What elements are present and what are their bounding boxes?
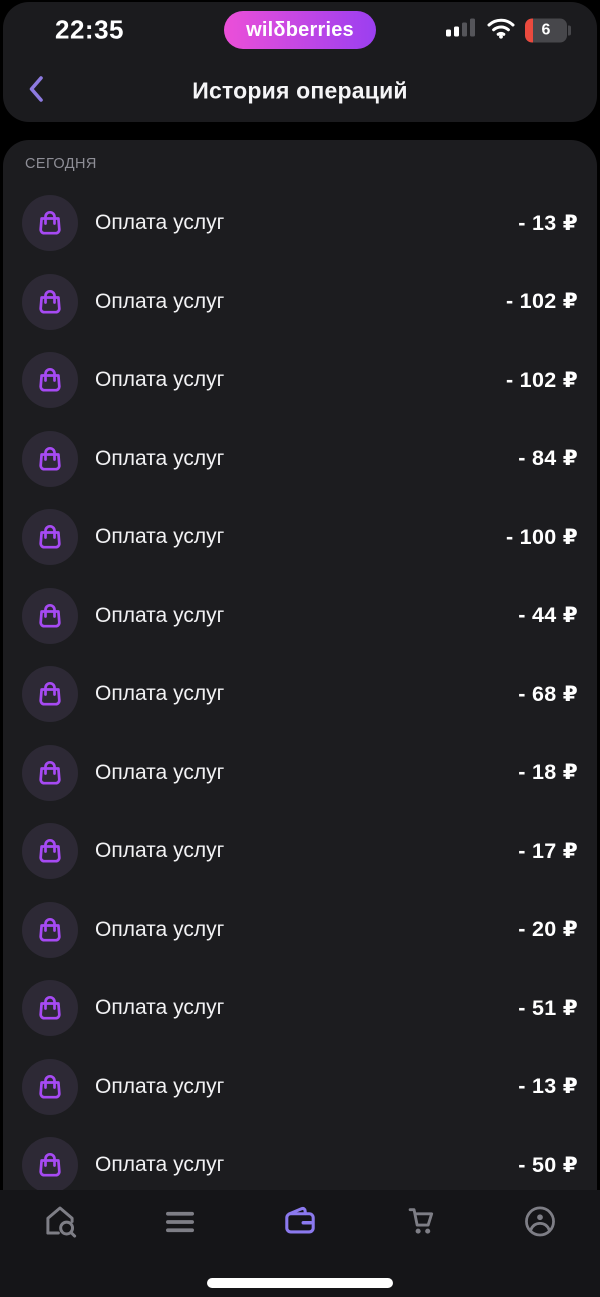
transaction-row[interactable]: Оплата услуг - 102 ₽ (3, 341, 597, 420)
transaction-row[interactable]: Оплата услуг - 50 ₽ (3, 1126, 597, 1205)
transaction-row[interactable]: Оплата услуг - 100 ₽ (3, 498, 597, 577)
transaction-row[interactable]: Оплата услуг - 13 ₽ (3, 1048, 597, 1127)
status-bar: 22:35 wilδberries (3, 10, 597, 50)
transaction-label: Оплата услуг (95, 996, 225, 1020)
transaction-amount: - 100 ₽ (505, 524, 578, 549)
transaction-label: Оплата услуг (95, 839, 225, 863)
transaction-amount: - 17 ₽ (518, 838, 578, 863)
transaction-label: Оплата услуг (95, 682, 225, 706)
transaction-row[interactable]: Оплата услуг - 84 ₽ (3, 420, 597, 499)
section-label-today: СЕГОДНЯ (25, 156, 97, 172)
profile-icon (518, 1200, 562, 1249)
transaction-label: Оплата услуг (95, 525, 225, 549)
top-card: 22:35 wilδberries (3, 2, 597, 122)
transaction-row[interactable]: Оплата услуг - 13 ₽ (3, 184, 597, 263)
brand-badge-label: wilδberries (246, 18, 354, 41)
transaction-amount: - 50 ₽ (518, 1152, 578, 1177)
home-search-icon (38, 1200, 82, 1249)
shopping-bag-icon (22, 273, 78, 330)
transaction-row[interactable]: Оплата услуг - 68 ₽ (3, 655, 597, 734)
menu-icon (158, 1200, 202, 1249)
shopping-bag-icon (22, 1137, 78, 1194)
transaction-label: Оплата услуг (95, 760, 225, 784)
transaction-label: Оплата услуг (95, 211, 225, 235)
shopping-bag-icon (22, 430, 78, 487)
transaction-amount: - 18 ₽ (518, 760, 578, 785)
transaction-amount: - 51 ₽ (518, 995, 578, 1020)
shopping-bag-icon (22, 587, 78, 644)
transaction-label: Оплата услуг (95, 917, 225, 941)
transaction-amount: - 84 ₽ (518, 446, 578, 471)
nav-item-wallet[interactable] (270, 1196, 330, 1252)
back-button[interactable] (17, 71, 57, 111)
shopping-bag-icon (22, 666, 78, 723)
page-header: История операций (3, 60, 597, 122)
transaction-row[interactable]: Оплата услуг - 51 ₽ (3, 969, 597, 1048)
transaction-amount: - 68 ₽ (518, 681, 578, 706)
wifi-icon (486, 16, 516, 45)
transaction-amount: - 20 ₽ (518, 917, 578, 942)
battery-percent: 6 (541, 21, 551, 38)
shopping-bag-icon (22, 352, 78, 409)
cart-icon (398, 1200, 442, 1249)
battery-icon: 6 (525, 18, 571, 42)
shopping-bag-icon (22, 509, 78, 566)
shopping-bag-icon (22, 195, 78, 252)
battery-low-fill (525, 18, 533, 42)
transaction-row[interactable]: Оплата услуг - 17 ₽ (3, 812, 597, 891)
shopping-bag-icon (22, 1058, 78, 1115)
transaction-amount: - 44 ₽ (518, 603, 578, 628)
transaction-label: Оплата услуг (95, 289, 225, 313)
transaction-label: Оплата услуг (95, 446, 225, 470)
brand-badge: wilδberries (224, 11, 376, 49)
transaction-amount: - 13 ₽ (518, 210, 578, 235)
nav-item-search[interactable] (30, 1196, 90, 1252)
transaction-label: Оплата услуг (95, 603, 225, 627)
nav-item-profile[interactable] (510, 1196, 570, 1252)
bottom-nav (0, 1190, 600, 1297)
transaction-label: Оплата услуг (95, 368, 225, 392)
shopping-bag-icon (22, 823, 78, 880)
transaction-row[interactable]: Оплата услуг - 44 ₽ (3, 577, 597, 656)
transaction-amount: - 102 ₽ (505, 367, 578, 392)
transaction-label: Оплата услуг (95, 1153, 225, 1177)
shopping-bag-icon (22, 901, 78, 958)
transaction-row[interactable]: Оплата услуг - 20 ₽ (3, 891, 597, 970)
transaction-row[interactable]: Оплата услуг - 18 ₽ (3, 734, 597, 813)
transaction-list: Оплата услуг - 13 ₽ Оплата услуг - 102 ₽… (3, 184, 597, 1205)
wallet-icon (278, 1200, 322, 1249)
nav-item-catalog[interactable] (150, 1196, 210, 1252)
shopping-bag-icon (22, 744, 78, 801)
transaction-amount: - 102 ₽ (505, 289, 578, 314)
clock: 22:35 (55, 14, 124, 45)
home-indicator[interactable] (207, 1278, 393, 1288)
transaction-amount: - 13 ₽ (518, 1074, 578, 1099)
transactions-card: СЕГОДНЯ Оплата услуг - 13 ₽ Оплата услуг… (3, 140, 597, 1297)
page-title: История операций (192, 77, 408, 104)
transaction-row[interactable]: Оплата услуг - 102 ₽ (3, 263, 597, 342)
chevron-left-icon (24, 74, 50, 109)
cellular-signal-icon (445, 16, 477, 45)
status-icons: 6 (445, 16, 571, 45)
transaction-label: Оплата услуг (95, 1074, 225, 1098)
nav-item-cart[interactable] (390, 1196, 450, 1252)
shopping-bag-icon (22, 980, 78, 1037)
